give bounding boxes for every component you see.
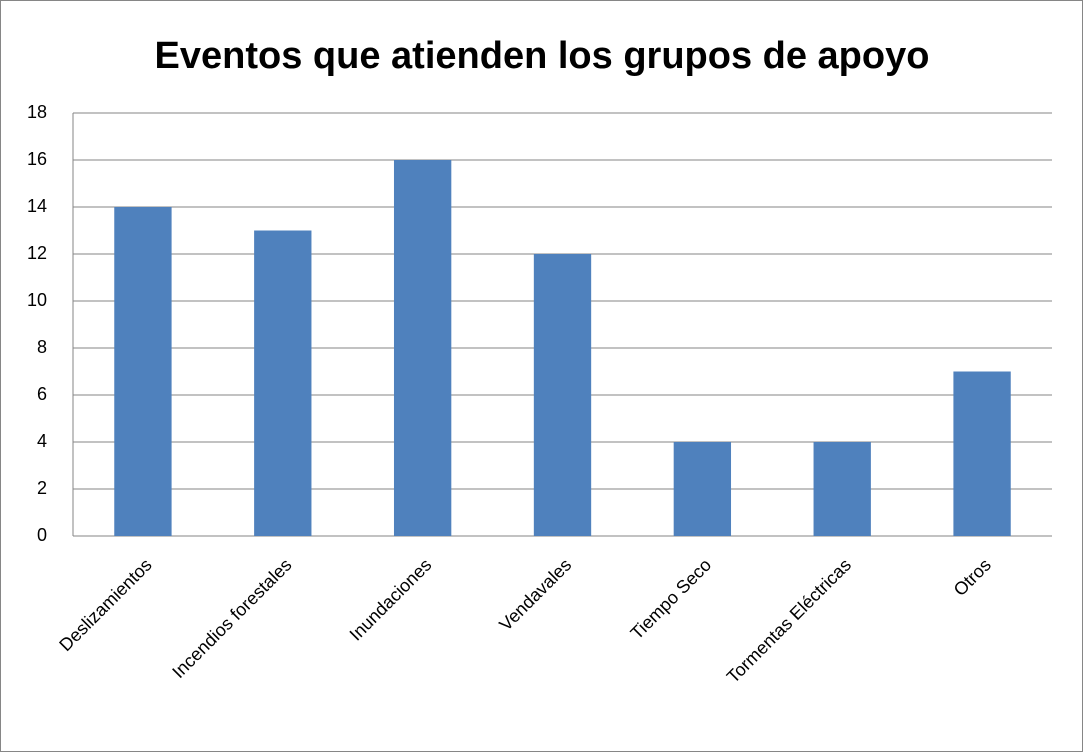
y-tick-label: 16	[27, 149, 47, 169]
bar	[114, 207, 172, 536]
bar	[254, 230, 312, 536]
bar	[673, 442, 732, 536]
bar	[953, 371, 1011, 536]
bar	[393, 160, 452, 536]
y-tick-label: 4	[37, 431, 47, 451]
bar	[813, 442, 871, 536]
bar	[533, 254, 592, 536]
y-tick-label: 14	[27, 196, 47, 216]
chart-title: Eventos que atienden los grupos de apoyo	[155, 35, 930, 77]
y-tick-label: 0	[37, 525, 47, 545]
y-tick-label: 6	[37, 384, 47, 404]
y-tick-label: 10	[27, 290, 47, 310]
y-tick-label: 12	[27, 243, 47, 263]
y-tick-label: 8	[37, 337, 47, 357]
y-tick-label: 2	[37, 478, 47, 498]
y-tick-label: 18	[27, 102, 47, 122]
